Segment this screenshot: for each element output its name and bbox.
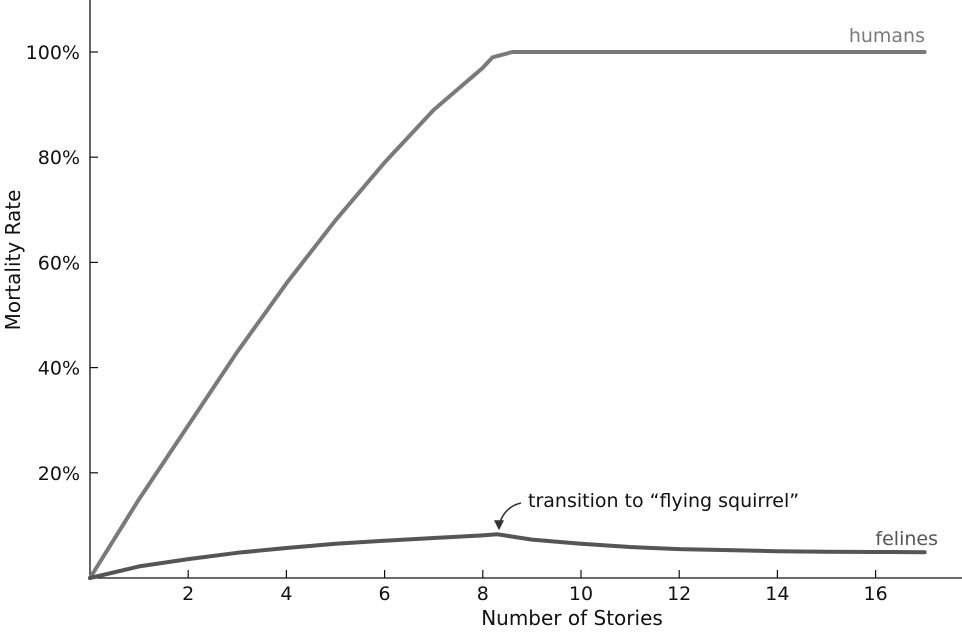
series-line-felines — [88, 532, 927, 580]
x-tick-label: 12 — [667, 583, 691, 605]
x-tick-label: 10 — [569, 583, 593, 605]
annotation-text: transition to “flying squirrel” — [528, 490, 799, 512]
series-lines — [88, 50, 927, 580]
x-tick-label: 6 — [379, 583, 391, 605]
series-line-humans — [88, 50, 927, 580]
annotations: transition to “flying squirrel” — [494, 490, 799, 531]
series-label-felines: felines — [875, 528, 938, 550]
axes — [89, 0, 962, 579]
x-axis-label: Number of Stories — [481, 606, 663, 630]
y-tick-label: 60% — [38, 252, 80, 274]
y-tick-label: 80% — [38, 147, 80, 169]
annotation-arrowhead — [494, 520, 504, 531]
x-tick-label: 8 — [477, 583, 489, 605]
x-tick-label: 2 — [182, 583, 194, 605]
y-tick-label: 100% — [26, 42, 80, 64]
x-tick-label: 16 — [864, 583, 888, 605]
series-labels: humans felines — [849, 25, 938, 550]
series-label-humans: humans — [849, 25, 925, 47]
x-tick-label: 14 — [765, 583, 789, 605]
tick-labels: 2 4 6 8 10 12 14 16 20% 40% 60% 80% 100% — [26, 42, 888, 605]
tick-marks — [90, 51, 877, 578]
y-tick-label: 40% — [38, 358, 80, 380]
y-axis-label: Mortality Rate — [1, 190, 25, 331]
x-tick-label: 4 — [280, 583, 292, 605]
y-tick-label: 20% — [38, 463, 80, 485]
